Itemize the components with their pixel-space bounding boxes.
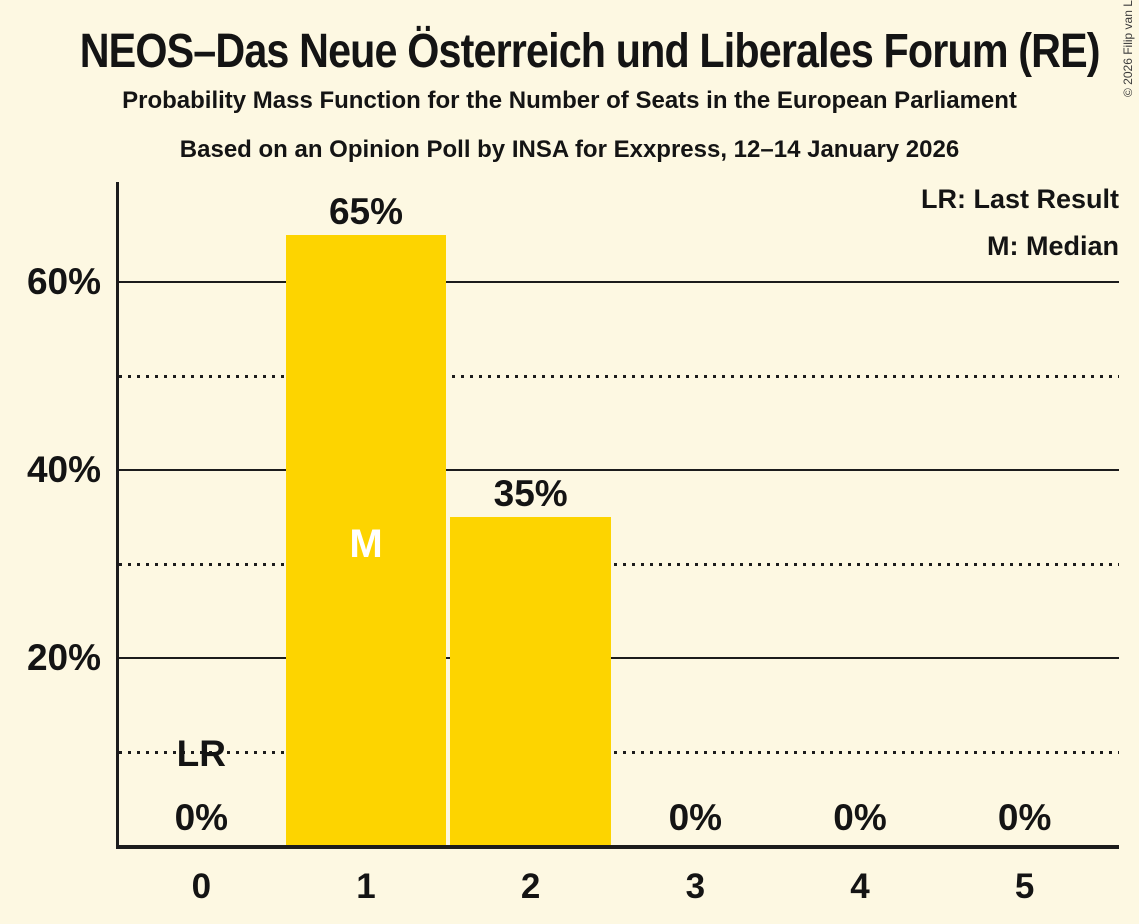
legend-last-result: LR: Last Result bbox=[920, 184, 1119, 214]
bar-seats-2 bbox=[450, 517, 611, 846]
x-tick-label-0: 0 bbox=[191, 867, 212, 906]
y-axis-labels: 20% 40% 60% bbox=[0, 182, 101, 846]
chart-subtitle: Probability Mass Function for the Number… bbox=[122, 87, 1017, 114]
y-axis-line bbox=[116, 182, 119, 849]
y-tick-label: 60% bbox=[26, 261, 101, 302]
x-tick-label-1: 1 bbox=[356, 867, 376, 906]
legend-median: M: Median bbox=[987, 231, 1119, 261]
gridline-dotted-30pct bbox=[119, 562, 1119, 566]
gridline-dotted-50pct bbox=[119, 374, 1119, 378]
bar-seats-1 bbox=[285, 235, 447, 846]
x-tick-label-5: 5 bbox=[1014, 867, 1035, 906]
value-label-seats-0: 0% bbox=[174, 797, 229, 838]
last-result-marker: LR bbox=[176, 733, 226, 774]
x-tick-label-2: 2 bbox=[520, 867, 541, 906]
gridline-solid-40pct bbox=[119, 469, 1119, 471]
bar-slots: 0% 65% 35% 0% 0% 0% M LR bbox=[119, 182, 1107, 846]
plot-area: 0% 65% 35% 0% 0% 0% M LR LR: Last Result M: Med… bbox=[116, 182, 1119, 849]
copyright-notice: © 2026 Filip van Laenen bbox=[1121, 0, 1135, 97]
gridline-solid-20pct bbox=[119, 657, 1119, 659]
value-label-seats-1: 65% bbox=[328, 191, 404, 232]
gridline-solid-60pct bbox=[119, 281, 1119, 283]
value-label-seats-4: 0% bbox=[833, 797, 887, 838]
chart-title: NEOS–Das Neue Österreich und Liberales F… bbox=[79, 25, 1101, 78]
x-tick-label-4: 4 bbox=[850, 867, 870, 906]
value-label-seats-5: 0% bbox=[997, 797, 1052, 838]
value-label-seats-3: 0% bbox=[668, 797, 723, 838]
median-marker: M bbox=[349, 522, 383, 566]
x-tick-label-3: 3 bbox=[685, 867, 706, 906]
value-label-seats-2: 35% bbox=[493, 473, 568, 514]
x-axis-line bbox=[116, 845, 1119, 849]
y-tick-label: 20% bbox=[26, 637, 101, 678]
gridline-dotted-10pct bbox=[119, 750, 1119, 754]
y-tick-label: 40% bbox=[26, 449, 101, 490]
poll-source-line: Based on an Opinion Poll by INSA for Exx… bbox=[179, 136, 960, 163]
